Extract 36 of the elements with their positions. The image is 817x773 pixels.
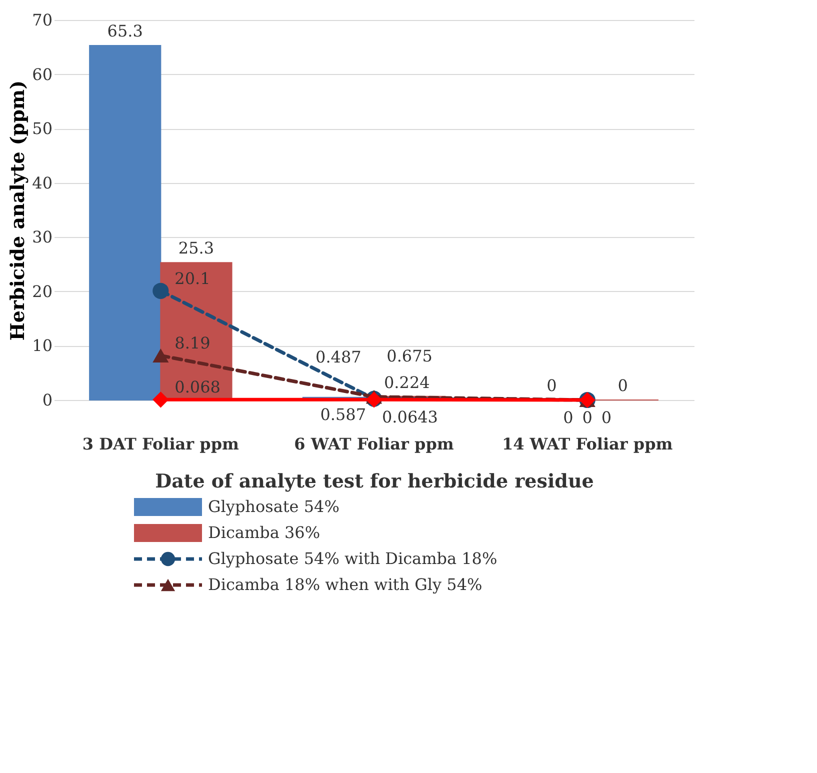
data-label: 0.587 xyxy=(320,404,366,424)
x-tick-label: 3 DAT Foliar ppm xyxy=(82,434,240,454)
data-label: 0 xyxy=(618,376,628,395)
data-label: 8.19 xyxy=(174,334,210,353)
data-label: 25.3 xyxy=(178,238,214,258)
y-tick-label: 50 xyxy=(32,119,52,138)
y-tick-label: 0 xyxy=(42,390,52,410)
data-label: 0.224 xyxy=(384,372,430,392)
data-label: 0 xyxy=(546,376,557,395)
x-tick-label: 14 WAT Foliar ppm xyxy=(502,434,673,454)
y-tick-label: 10 xyxy=(32,336,52,356)
point xyxy=(152,392,169,408)
legend-label: Glyphosate 54% xyxy=(208,497,340,516)
y-tick-label: 40 xyxy=(32,173,52,192)
x-tick-label: 6 WAT Foliar ppm xyxy=(294,434,454,454)
x-axis-title: Date of analyte test for herbicide residue xyxy=(155,470,594,492)
y-tick-label: 30 xyxy=(32,228,52,247)
legend-label: Glyphosate 54% with Dicamba 18% xyxy=(208,549,498,568)
data-label: 0 xyxy=(601,408,612,427)
y-tick-label: 20 xyxy=(32,282,52,301)
y-axis-title: Herbicide analyte (ppm) xyxy=(7,80,30,341)
data-label: 65.3 xyxy=(107,22,143,41)
y-tick-label: 70 xyxy=(32,10,52,30)
y-tick-label: 60 xyxy=(32,64,52,84)
data-label: 0.487 xyxy=(316,347,362,366)
data-label: 0 xyxy=(563,408,574,427)
data-label: 0 xyxy=(582,408,592,427)
point xyxy=(152,348,169,363)
point xyxy=(152,282,169,299)
bar xyxy=(89,45,162,400)
data-label: 0.675 xyxy=(386,346,432,366)
legend-label: Dicamba 36% xyxy=(208,523,320,542)
legend-label: Dicamba 18% when with Gly 54% xyxy=(208,575,482,594)
data-label: 0.068 xyxy=(174,378,220,397)
data-label: 20.1 xyxy=(174,268,210,288)
data-label: 0.0643 xyxy=(382,408,438,427)
